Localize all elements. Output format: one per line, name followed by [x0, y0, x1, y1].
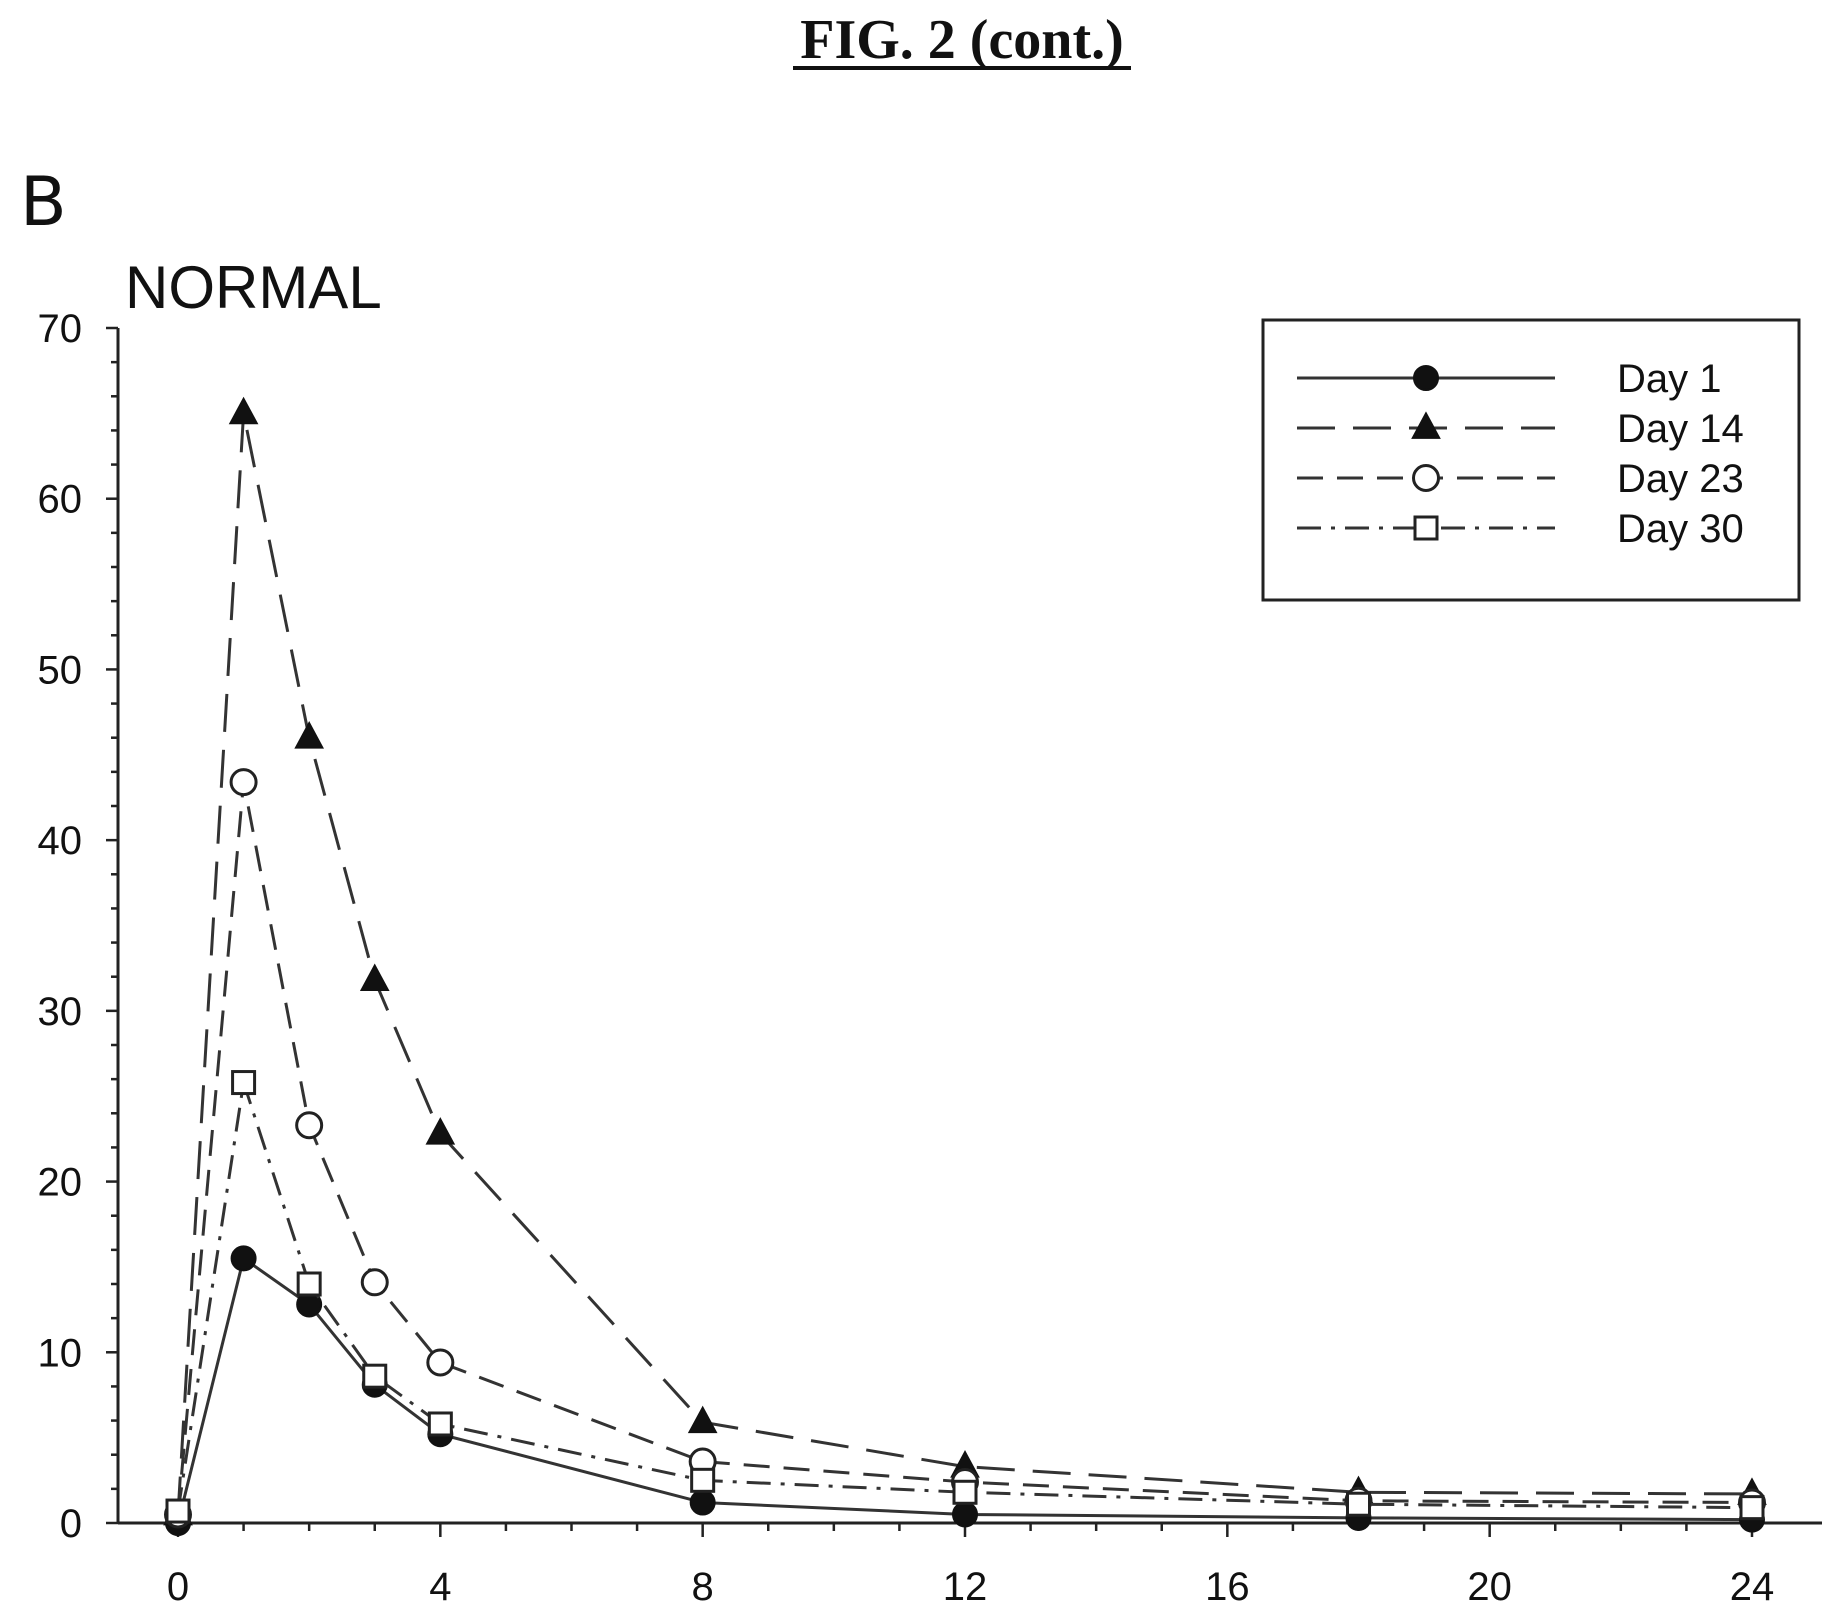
y-tick-label: 20	[38, 1161, 83, 1205]
y-tick-label: 50	[38, 648, 83, 692]
data-point-day-30	[165, 1498, 191, 1524]
x-tick-label: 8	[692, 1565, 714, 1609]
legend-marker-day-14	[1411, 411, 1441, 439]
legend-entry-day-14: Day 14	[1297, 407, 1744, 451]
data-point-day-30	[362, 1363, 388, 1389]
legend-marker-day-23	[1412, 464, 1440, 492]
legend-label-day-1: Day 1	[1617, 357, 1722, 401]
x-ticks: 0 4 8 12 16 20 24	[167, 1523, 1774, 1609]
data-point-day-30	[296, 1271, 322, 1297]
data-point-day-23	[360, 1268, 389, 1297]
y-tick-label: 10	[38, 1331, 83, 1375]
data-point-day-14	[425, 1117, 456, 1145]
legend-entry-day-23: Day 23	[1297, 457, 1744, 501]
legend-label-day-14: Day 14	[1617, 407, 1744, 451]
y-ticks: 0 10 20 30 40 50 60 70	[38, 307, 118, 1546]
data-point-day-30	[231, 1070, 257, 1096]
y-tick-label: 60	[38, 478, 83, 522]
legend-label-day-23: Day 23	[1617, 457, 1744, 501]
x-tick-label: 0	[167, 1565, 189, 1609]
x-tick-label: 24	[1730, 1565, 1775, 1609]
y-tick-label: 70	[38, 307, 83, 351]
series-day-23	[164, 768, 1766, 1529]
data-point-day-1	[952, 1501, 978, 1528]
data-point-day-23	[295, 1111, 324, 1140]
data-point-day-30	[952, 1479, 978, 1505]
panel-letter: B	[20, 163, 67, 242]
data-point-day-30	[1739, 1495, 1765, 1521]
data-point-day-30	[427, 1411, 453, 1437]
legend-label-day-30: Day 30	[1617, 507, 1744, 551]
y-tick-label: 30	[38, 990, 83, 1034]
data-point-day-1	[689, 1489, 716, 1516]
legend-marker-day-30	[1413, 515, 1439, 541]
x-tick-label: 20	[1467, 1565, 1512, 1609]
data-point-day-14	[294, 721, 325, 749]
series-line-day-30	[176, 1082, 1753, 1512]
legend-entry-day-1: Day 1	[1297, 357, 1722, 401]
y-tick-label: 40	[38, 819, 83, 863]
data-point-day-30	[1346, 1491, 1371, 1517]
data-point-day-23	[229, 768, 258, 797]
legend: Day 1 Day 14 Day 23 Day 30	[1261, 318, 1801, 602]
series-layer	[163, 396, 1767, 1536]
data-point-day-14	[228, 396, 259, 425]
legend-entry-day-30: Day 30	[1297, 507, 1744, 551]
y-tick-label: 0	[60, 1502, 82, 1546]
legend-marker-day-1	[1413, 365, 1439, 391]
x-tick-label: 4	[429, 1565, 451, 1609]
legend-box	[1261, 318, 1801, 602]
series-day-30	[165, 1070, 1765, 1524]
data-point-day-14	[687, 1405, 718, 1434]
data-point-day-23	[426, 1348, 455, 1377]
series-line-day-23	[176, 781, 1753, 1515]
data-point-day-30	[690, 1467, 716, 1493]
figure-title: FIG. 2 (cont.)	[800, 9, 1124, 71]
data-point-day-14	[359, 963, 390, 992]
data-point-day-1	[230, 1245, 257, 1272]
x-tick-label: 16	[1205, 1565, 1250, 1609]
chart-title: NORMAL	[125, 254, 382, 321]
x-tick-label: 12	[943, 1565, 988, 1609]
